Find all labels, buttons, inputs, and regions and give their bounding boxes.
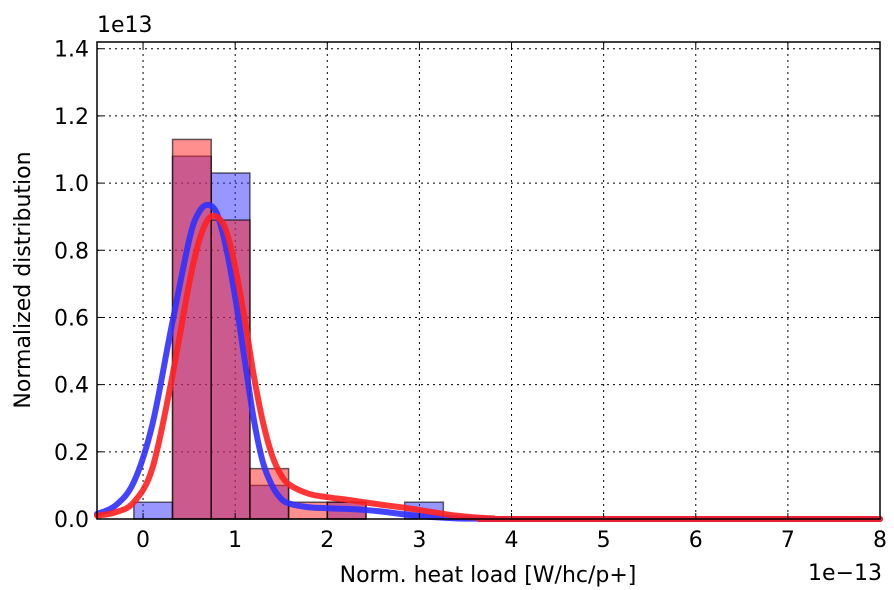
y-tick-label: 0.8: [54, 239, 89, 264]
x-tick-label: 6: [689, 528, 703, 553]
axis-ticks: 0 1 2 3 4 5 6 7 8 0.0 0.2 0.4 0.6 0.8 1.0 1.2 1.4: [54, 38, 887, 553]
histogram-bar-series-1: [133, 501, 174, 520]
y-tick-label: 1.0: [54, 172, 89, 197]
x-tick-label: 2: [320, 528, 334, 553]
x-tick-label: 8: [873, 528, 887, 553]
plot-frame: [96, 41, 881, 520]
x-axis-label: Norm. heat load [W/hc/p+]: [340, 563, 637, 588]
y-offset-label: 1e13: [97, 13, 153, 38]
y-tick-label: 1.4: [54, 38, 89, 63]
density-curve-series-2: [94, 212, 883, 523]
y-tick-label: 0.0: [54, 508, 89, 533]
x-tick-label: 1: [228, 528, 242, 553]
x-tick-label: 0: [136, 528, 150, 553]
y-axis-label: Normalized distribution: [11, 151, 36, 408]
y-tick-label: 1.2: [54, 105, 89, 130]
y-tick-label: 0.2: [54, 441, 89, 466]
y-tick-label: 0.6: [54, 306, 89, 331]
x-offset-label: 1e−13: [808, 561, 882, 586]
x-tick-label: 3: [412, 528, 426, 553]
x-tick-label: 5: [597, 528, 611, 553]
x-tick-label: 7: [781, 528, 795, 553]
y-tick-label: 0.4: [54, 374, 89, 399]
x-tick-label: 4: [505, 528, 519, 553]
